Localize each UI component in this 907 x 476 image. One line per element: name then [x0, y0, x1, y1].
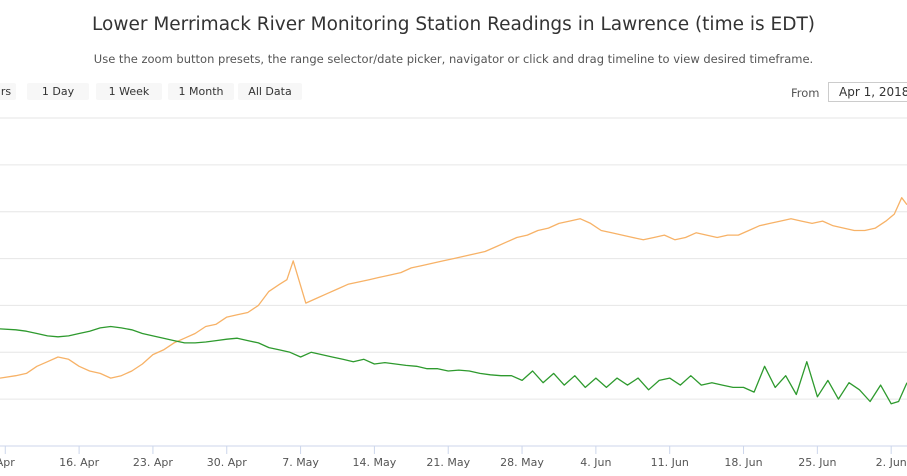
x-tick-label-2: 23. Apr [133, 456, 173, 469]
x-tick-label-4: 7. May [282, 456, 319, 469]
x-tick-label-5: 14. May [353, 456, 397, 469]
x-tick-label-11: 25. Jun [798, 456, 836, 469]
series-line-green [0, 325, 907, 405]
x-tick-label-10: 18. Jun [724, 456, 762, 469]
series-line-orange [0, 197, 907, 379]
x-tick-label-9: 11. Jun [651, 456, 689, 469]
zoom-button-1-month[interactable]: 1 Month [168, 83, 234, 100]
zoom-button-1-week[interactable]: 1 Week [96, 83, 162, 100]
x-tick-label-0: Apr [0, 456, 15, 469]
x-tick-label-6: 21. May [426, 456, 470, 469]
zoom-button-1-day[interactable]: 1 Day [27, 83, 89, 100]
x-tick-label-12: 2. Jun [876, 456, 907, 469]
from-label: From [791, 86, 820, 100]
x-tick-label-8: 4. Jun [580, 456, 611, 469]
zoom-button-all-data[interactable]: All Data [238, 83, 302, 100]
chart-subtitle: Use the zoom button presets, the range s… [93, 52, 814, 66]
x-tick-label-1: 16. Apr [59, 456, 99, 469]
x-tick-label-7: 28. May [500, 456, 544, 469]
zoom-button-hours[interactable]: rs [0, 83, 16, 100]
x-tick-label-3: 30. Apr [207, 456, 247, 469]
chart-title: Lower Merrimack River Monitoring Station… [92, 14, 815, 35]
from-date-input[interactable]: Apr 1, 2018 [828, 82, 907, 102]
